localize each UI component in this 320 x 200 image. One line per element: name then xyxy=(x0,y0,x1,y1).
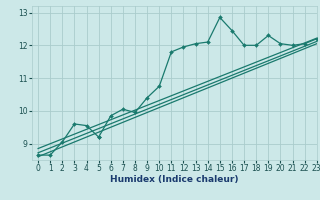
X-axis label: Humidex (Indice chaleur): Humidex (Indice chaleur) xyxy=(110,175,239,184)
